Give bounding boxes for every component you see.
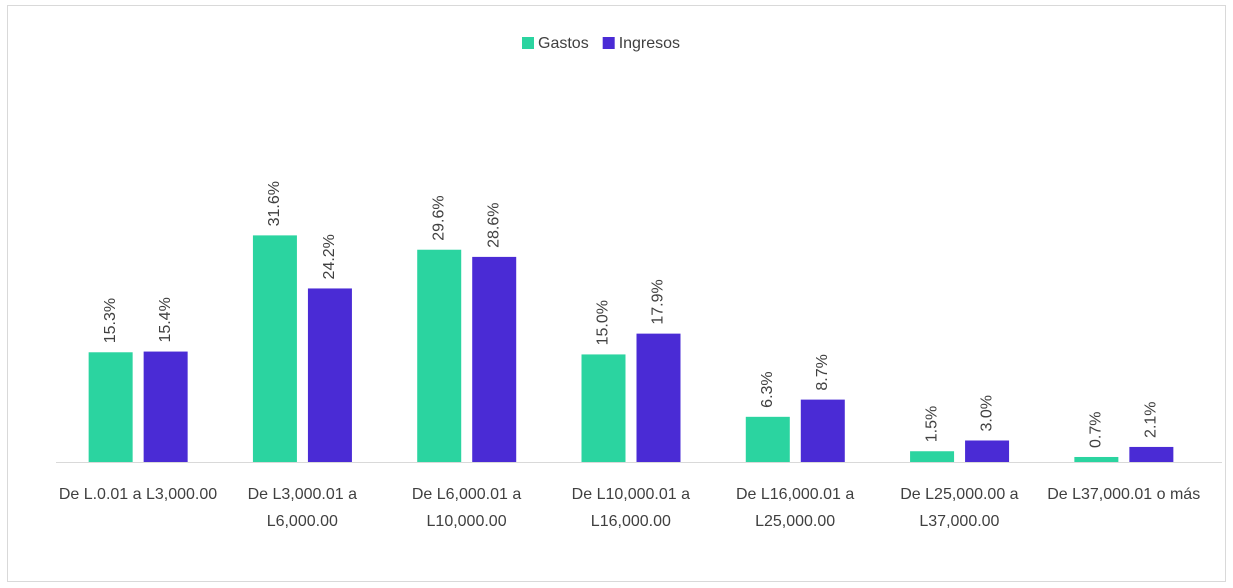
value-label: 8.7%	[814, 354, 831, 390]
x-tick-label: De L6,000.01 a L10,000.00	[411, 486, 522, 530]
value-label: 3.0%	[978, 395, 995, 431]
x-tick-label: De L10,000.01 a L16,000.00	[571, 486, 690, 530]
bar	[143, 351, 188, 462]
value-label: 15.4%	[157, 297, 174, 342]
value-label: 1.5%	[923, 406, 940, 442]
bar	[1129, 446, 1174, 462]
value-label: 17.9%	[650, 279, 667, 324]
x-tick-label: De L25,000.00 a L37,000.00	[900, 486, 1019, 530]
legend-label: Ingresos	[619, 35, 680, 52]
bar	[307, 288, 352, 462]
legend-label: Gastos	[538, 35, 589, 52]
value-label: 29.6%	[430, 195, 447, 240]
bar	[1074, 456, 1119, 462]
bar	[88, 352, 133, 462]
x-tick-label: De L3,000.01 a L6,000.00	[247, 486, 357, 530]
legend-swatch	[522, 37, 534, 49]
bar	[636, 333, 681, 462]
value-label: 28.6%	[485, 203, 502, 248]
bar	[800, 399, 845, 462]
value-label: 31.6%	[266, 181, 283, 226]
x-tick-label: De L.0.01 a L3,000.00	[58, 486, 218, 503]
bar	[472, 256, 517, 462]
value-label: 15.0%	[595, 300, 612, 345]
value-label: 6.3%	[759, 371, 776, 407]
bar	[910, 451, 955, 462]
legend-swatch	[602, 37, 615, 49]
x-tick-label: De L16,000.01 a L25,000.00	[735, 486, 855, 530]
bar	[965, 440, 1010, 462]
value-label: 15.3%	[102, 298, 119, 343]
bar	[745, 416, 790, 462]
bar	[417, 249, 462, 462]
value-label: 0.7%	[1088, 412, 1105, 448]
x-tick-label: De L37,000.01 o más	[1047, 486, 1201, 503]
value-label: 24.2%	[321, 234, 338, 279]
bar	[581, 354, 626, 462]
value-label: 2.1%	[1143, 401, 1160, 437]
chart-border	[7, 5, 1226, 582]
bar	[252, 235, 297, 462]
